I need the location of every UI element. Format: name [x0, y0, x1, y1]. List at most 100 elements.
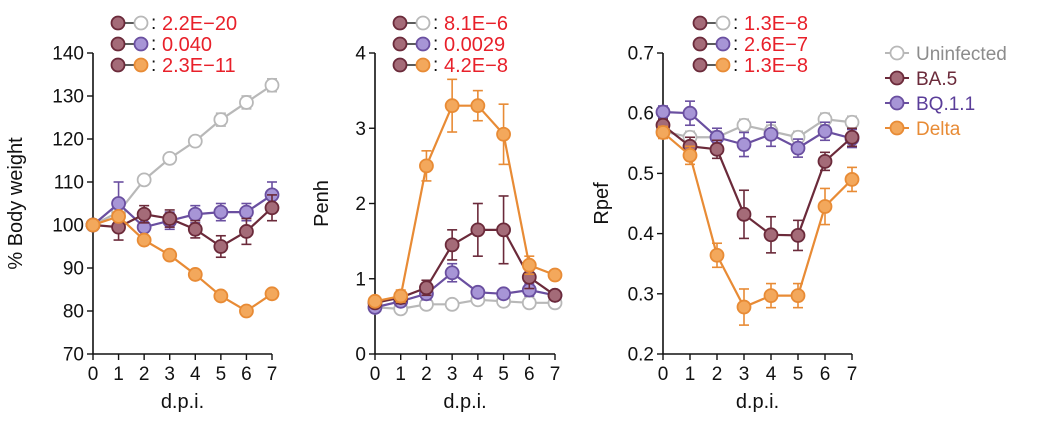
- legend-label: BA.5: [916, 69, 957, 90]
- comparison-marker-b: [415, 36, 431, 52]
- chart-panel-1: 70 80 90 100 110 120 130 140 0 1 2 3 4 5 6 7 d.p.i. % Bod…: [5, 13, 280, 413]
- comparison-p-value: 8.1E−6: [444, 13, 508, 35]
- data-point: [709, 141, 725, 157]
- y-tick-label: 0.6: [628, 104, 654, 125]
- data-point: [470, 284, 486, 300]
- comparison-row: :4.2E−8: [392, 55, 508, 77]
- legend-marker: [889, 70, 905, 86]
- data-point: [709, 247, 725, 263]
- comparison-marker-a: [110, 57, 126, 73]
- data-point: [393, 288, 409, 304]
- x-axis-title: d.p.i.: [161, 391, 204, 413]
- comparison-row: :0.0029: [392, 34, 505, 56]
- x-tick-label: 6: [241, 364, 252, 385]
- data-point: [136, 172, 152, 188]
- x-tick-label: 7: [847, 364, 858, 385]
- y-tick-label: 90: [63, 259, 84, 280]
- data-point: [444, 237, 460, 253]
- legend-label: Delta: [916, 119, 961, 140]
- comparison-p-value: 4.2E−8: [444, 55, 508, 77]
- data-point: [844, 114, 860, 130]
- x-tick-label: 0: [88, 364, 99, 385]
- y-tick-label: 110: [54, 173, 84, 194]
- y-tick-label: 70: [63, 345, 84, 366]
- x-tick-label: 4: [473, 364, 484, 385]
- data-point: [470, 98, 486, 114]
- data-point: [547, 287, 563, 303]
- legend-entry: Uninfected: [885, 44, 1007, 65]
- comparison-p-value: 2.6E−7: [744, 34, 808, 56]
- x-tick-label: 6: [524, 364, 535, 385]
- comparison-p-value: 1.3E−8: [744, 13, 808, 35]
- data-point: [817, 123, 833, 139]
- comparison-colon: :: [733, 34, 738, 55]
- comparison-marker-b: [133, 57, 149, 73]
- data-point: [763, 126, 779, 142]
- y-axis-title: Rpef: [591, 182, 613, 225]
- comparison-marker-b: [715, 57, 731, 73]
- x-tick-label: 1: [113, 364, 124, 385]
- x-tick-label: 5: [216, 364, 227, 385]
- comparison-p-value: 0.0029: [444, 34, 505, 56]
- series-line: [374, 104, 556, 303]
- y-tick-label: 0: [355, 345, 366, 366]
- data-point: [213, 112, 229, 128]
- comparison-marker-a: [692, 15, 708, 31]
- x-tick-label: 0: [370, 364, 381, 385]
- data-point: [239, 95, 254, 110]
- comparison-p-value: 1.3E−8: [744, 55, 808, 77]
- legend-label: Uninfected: [916, 44, 1007, 65]
- comparison-marker-a: [392, 57, 408, 73]
- comparison-colon: :: [733, 13, 738, 34]
- data-point: [367, 293, 383, 309]
- data-point: [817, 199, 833, 214]
- comparison-p-value: 2.3E−11: [162, 55, 236, 77]
- data-point: [763, 227, 779, 243]
- y-tick-label: 0.3: [628, 284, 654, 305]
- x-tick-label: 3: [447, 364, 458, 385]
- x-tick-label: 6: [820, 364, 831, 385]
- series-delta: [85, 208, 280, 319]
- data-point: [547, 267, 563, 283]
- comparison-row: :8.1E−6: [392, 13, 508, 35]
- y-tick-label: 0.4: [628, 224, 655, 245]
- series-delta: [655, 125, 860, 326]
- legend-marker: [889, 120, 905, 136]
- data-point: [162, 211, 178, 226]
- comparison-row: :0.040: [110, 34, 212, 56]
- comparison-marker-a: [110, 15, 126, 31]
- data-point: [187, 267, 203, 282]
- comparison-marker-b: [415, 15, 431, 31]
- x-tick-label: 3: [739, 364, 750, 385]
- data-point: [736, 206, 752, 222]
- comparison-colon: :: [433, 13, 438, 34]
- comparison-marker-b: [715, 36, 731, 52]
- comparison-row: :2.2E−20: [110, 13, 237, 35]
- data-point: [213, 204, 229, 220]
- data-point: [264, 77, 280, 93]
- legend-entry: Delta: [885, 119, 961, 140]
- x-axis-title: d.p.i.: [443, 391, 486, 413]
- series-line: [662, 131, 853, 309]
- data-point: [136, 206, 152, 222]
- x-tick-label: 2: [139, 364, 150, 385]
- legend-marker: [889, 95, 905, 111]
- comparison-colon: :: [433, 55, 438, 76]
- data-point: [162, 150, 178, 166]
- data-point: [844, 129, 860, 145]
- data-point: [521, 257, 537, 273]
- data-point: [844, 172, 860, 187]
- y-axis-title: % Body weight: [5, 137, 27, 270]
- y-axis-title: Penh: [311, 180, 333, 227]
- data-point: [790, 288, 806, 304]
- series-legend: Uninfected BA.5 BQ.1.1 Delta: [885, 44, 1007, 140]
- y-tick-label: 120: [52, 130, 84, 151]
- comparison-marker-b: [715, 15, 731, 31]
- y-tick-label: 0.2: [628, 345, 654, 366]
- comparison-row: :2.6E−7: [692, 34, 808, 56]
- data-point: [470, 222, 486, 238]
- x-tick-label: 5: [793, 364, 804, 385]
- data-point: [682, 105, 698, 121]
- legend-label: BQ.1.1: [916, 94, 975, 115]
